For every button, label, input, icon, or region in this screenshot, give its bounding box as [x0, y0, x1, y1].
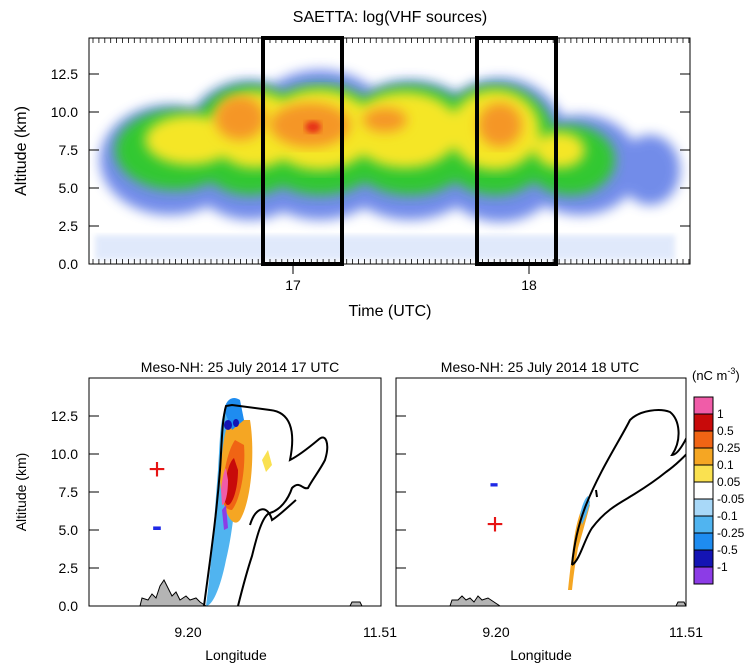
- bl-xtick-0: 9.20: [174, 624, 201, 640]
- colorbar-unit: (nC m-3): [692, 366, 740, 383]
- bl-y-ticks: [89, 415, 99, 607]
- br-y-ticks: [396, 415, 406, 607]
- top-x-label: Time (UTC): [349, 303, 432, 320]
- colorbar-label: -0.05: [717, 492, 745, 506]
- top-ytick-5: 12.5: [51, 66, 78, 82]
- colorbar-label: 0.1: [717, 458, 734, 472]
- bl-y-tick-labels: 0.0 2.5 5.0 7.5 10.0 12.5: [51, 408, 78, 614]
- top-ytick-3: 7.5: [59, 142, 79, 158]
- colorbar-label: -1: [717, 560, 728, 574]
- top-ytick-1: 2.5: [59, 218, 79, 234]
- br-minus-marker: -: [489, 467, 498, 498]
- colorbar-swatch: [693, 532, 714, 551]
- bl-charge-field: [139, 398, 363, 606]
- bl-y-label: Altitude (km): [13, 453, 29, 532]
- top-title: SAETTA: log(VHF sources): [293, 9, 487, 26]
- colorbar-swatch: [693, 481, 714, 500]
- colorbar-swatch: [693, 430, 714, 449]
- br-title: Meso-NH: 25 July 2014 18 UTC: [441, 359, 639, 375]
- colorbar-swatch: [693, 566, 714, 585]
- bl-ytick-0: 0.0: [59, 598, 79, 614]
- bl-ytick-1: 2.5: [59, 560, 79, 576]
- colorbar: 1 0.5 0.25 0.1 0.05 -0.05 -0.1 -0.25 -0.5 -1: [693, 396, 745, 585]
- bl-plus-marker: +: [148, 453, 166, 486]
- top-xtick-17: 17: [285, 277, 301, 293]
- top-x-major-ticks: [292, 264, 530, 274]
- colorbar-swatch: [693, 413, 714, 432]
- bl-x-label: Longitude: [205, 647, 267, 663]
- top-y-label: Altitude (km): [13, 106, 30, 196]
- bl-ytick-3: 7.5: [59, 484, 79, 500]
- br-xtick-1: 11.51: [669, 624, 703, 640]
- top-y-tick-labels: 0.0 2.5 5.0 7.5 10.0 12.5: [51, 66, 78, 272]
- vhf-heatmap: [95, 70, 680, 260]
- top-x-minor-ticks: [92, 38, 690, 264]
- top-plot-frame: [88, 37, 691, 265]
- bl-ytick-4: 10.0: [51, 446, 78, 462]
- top-xtick-18: 18: [521, 277, 537, 293]
- top-ytick-2: 5.0: [59, 180, 79, 196]
- colorbar-swatch: [693, 515, 714, 534]
- bl-ytick-2: 5.0: [59, 522, 79, 538]
- bl-xtick-1: 11.51: [363, 624, 397, 640]
- colorbar-label: 0.05: [717, 475, 741, 489]
- colorbar-swatch: [693, 549, 714, 568]
- colorbar-label: 1: [717, 407, 724, 421]
- top-ytick-4: 10.0: [51, 104, 78, 120]
- top-ytick-0: 0.0: [59, 256, 79, 272]
- colorbar-label: 0.25: [717, 441, 741, 455]
- colorbar-label: -0.5: [717, 543, 738, 557]
- br-plus-marker: +: [486, 508, 504, 541]
- colorbar-label: -0.1: [717, 509, 738, 523]
- colorbar-label: -0.25: [717, 526, 745, 540]
- bl-ytick-5: 12.5: [51, 408, 78, 424]
- colorbar-swatch: [693, 396, 714, 415]
- colorbar-label: 0.5: [717, 424, 734, 438]
- br-x-label: Longitude: [510, 647, 572, 663]
- br-charge-field: [449, 409, 686, 606]
- br-xtick-0: 9.20: [482, 624, 509, 640]
- colorbar-swatch: [693, 464, 714, 483]
- colorbar-swatch: [693, 498, 714, 517]
- bl-minus-marker: -: [152, 510, 162, 543]
- top-y-ticks: [89, 73, 690, 265]
- bl-title: Meso-NH: 25 July 2014 17 UTC: [141, 359, 339, 375]
- colorbar-swatch: [693, 447, 714, 466]
